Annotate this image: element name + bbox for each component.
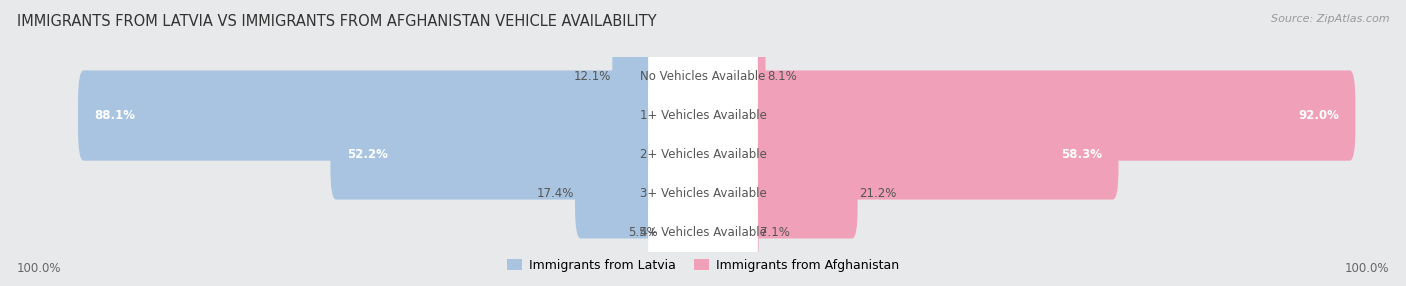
Text: 1+ Vehicles Available: 1+ Vehicles Available	[640, 109, 766, 122]
FancyBboxPatch shape	[0, 0, 1406, 193]
Text: 5.5%: 5.5%	[627, 226, 657, 239]
FancyBboxPatch shape	[648, 183, 758, 281]
FancyBboxPatch shape	[0, 0, 1406, 232]
Text: 12.1%: 12.1%	[574, 70, 612, 83]
FancyBboxPatch shape	[648, 106, 758, 203]
FancyBboxPatch shape	[658, 187, 709, 277]
Text: 4+ Vehicles Available: 4+ Vehicles Available	[640, 226, 766, 239]
Text: 88.1%: 88.1%	[94, 109, 135, 122]
FancyBboxPatch shape	[0, 38, 1406, 271]
Text: 7.1%: 7.1%	[759, 226, 790, 239]
Legend: Immigrants from Latvia, Immigrants from Afghanistan: Immigrants from Latvia, Immigrants from …	[502, 254, 904, 277]
FancyBboxPatch shape	[648, 28, 758, 126]
Text: 52.2%: 52.2%	[346, 148, 388, 161]
Text: 2+ Vehicles Available: 2+ Vehicles Available	[640, 148, 766, 161]
Text: 17.4%: 17.4%	[536, 187, 574, 200]
FancyBboxPatch shape	[648, 144, 758, 242]
FancyBboxPatch shape	[648, 67, 758, 164]
Text: 8.1%: 8.1%	[768, 70, 797, 83]
Text: No Vehicles Available: No Vehicles Available	[640, 70, 766, 83]
Text: 3+ Vehicles Available: 3+ Vehicles Available	[640, 187, 766, 200]
Text: 92.0%: 92.0%	[1298, 109, 1340, 122]
FancyBboxPatch shape	[575, 148, 709, 239]
FancyBboxPatch shape	[0, 116, 1406, 286]
Text: 21.2%: 21.2%	[859, 187, 897, 200]
Text: IMMIGRANTS FROM LATVIA VS IMMIGRANTS FROM AFGHANISTAN VEHICLE AVAILABILITY: IMMIGRANTS FROM LATVIA VS IMMIGRANTS FRO…	[17, 14, 657, 29]
FancyBboxPatch shape	[330, 109, 709, 200]
FancyBboxPatch shape	[697, 70, 1355, 161]
FancyBboxPatch shape	[0, 77, 1406, 286]
Text: 58.3%: 58.3%	[1062, 148, 1102, 161]
Text: 100.0%: 100.0%	[1344, 262, 1389, 275]
FancyBboxPatch shape	[79, 70, 709, 161]
FancyBboxPatch shape	[613, 31, 709, 122]
FancyBboxPatch shape	[697, 31, 765, 122]
Text: Source: ZipAtlas.com: Source: ZipAtlas.com	[1271, 14, 1389, 24]
FancyBboxPatch shape	[697, 148, 858, 239]
FancyBboxPatch shape	[697, 187, 759, 277]
FancyBboxPatch shape	[697, 109, 1119, 200]
Text: 100.0%: 100.0%	[17, 262, 62, 275]
